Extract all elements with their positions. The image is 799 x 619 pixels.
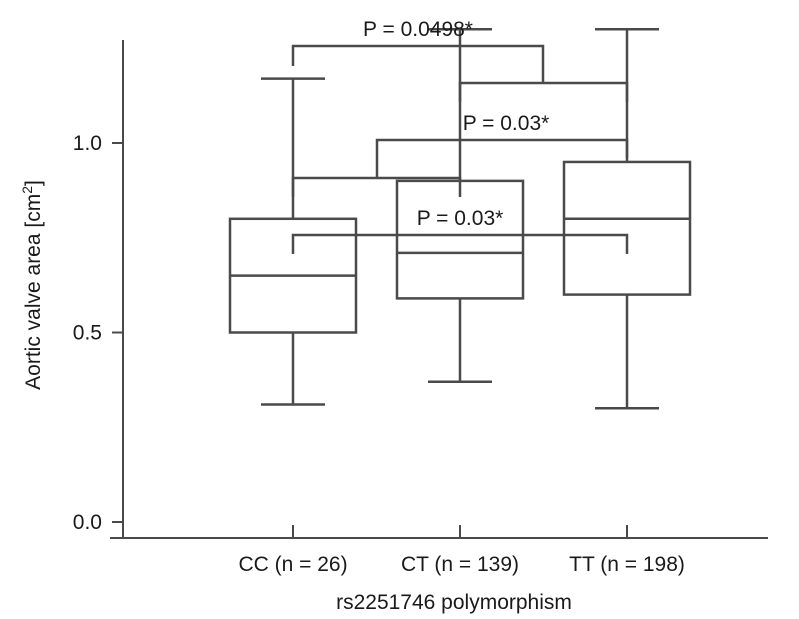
x-category-label: CC (n = 26) bbox=[238, 553, 347, 576]
bracket-cc-vs-tt bbox=[291, 233, 629, 254]
iqr-box bbox=[395, 179, 525, 300]
y-axis-title: Aortic valve area [cm2] bbox=[19, 180, 45, 390]
y-tick-label: 0.0 bbox=[73, 511, 102, 534]
boxplots bbox=[228, 28, 692, 410]
x-axis-title: rs2251746 polymorphism bbox=[336, 591, 572, 614]
y-axis-title-superscript: 2 bbox=[19, 186, 35, 194]
boxplot-1 bbox=[395, 28, 525, 384]
x-category-label: TT (n = 198) bbox=[569, 553, 685, 576]
y-tick-label: 1.0 bbox=[73, 132, 102, 155]
significance-brackets: P = 0.0498* P = 0.03* P = 0.03* bbox=[291, 18, 629, 254]
y-tick-label: 0.5 bbox=[73, 322, 102, 345]
bracket-ct-tt-sub bbox=[458, 81, 629, 102]
p-value-label: P = 0.0498* bbox=[363, 18, 473, 41]
y-axis-title-end: ] bbox=[22, 180, 45, 186]
p-value-label: P = 0.03* bbox=[463, 112, 550, 135]
bracket-cc-vs-ct-tt bbox=[291, 44, 545, 83]
x-ticks: CC (n = 26) CT (n = 139) TT (n = 198) bbox=[238, 525, 685, 576]
y-ticks: 0.00.51.01.52.02.5 bbox=[73, 132, 123, 534]
axes bbox=[110, 40, 768, 539]
p-value-label: P = 0.03* bbox=[417, 207, 504, 230]
x-category-label: CT (n = 139) bbox=[401, 553, 519, 576]
y-axis-title-main: Aortic valve area [cm bbox=[22, 194, 45, 390]
bracket-cc-ct-vs-tt bbox=[375, 138, 629, 178]
iqr-box bbox=[562, 160, 692, 296]
